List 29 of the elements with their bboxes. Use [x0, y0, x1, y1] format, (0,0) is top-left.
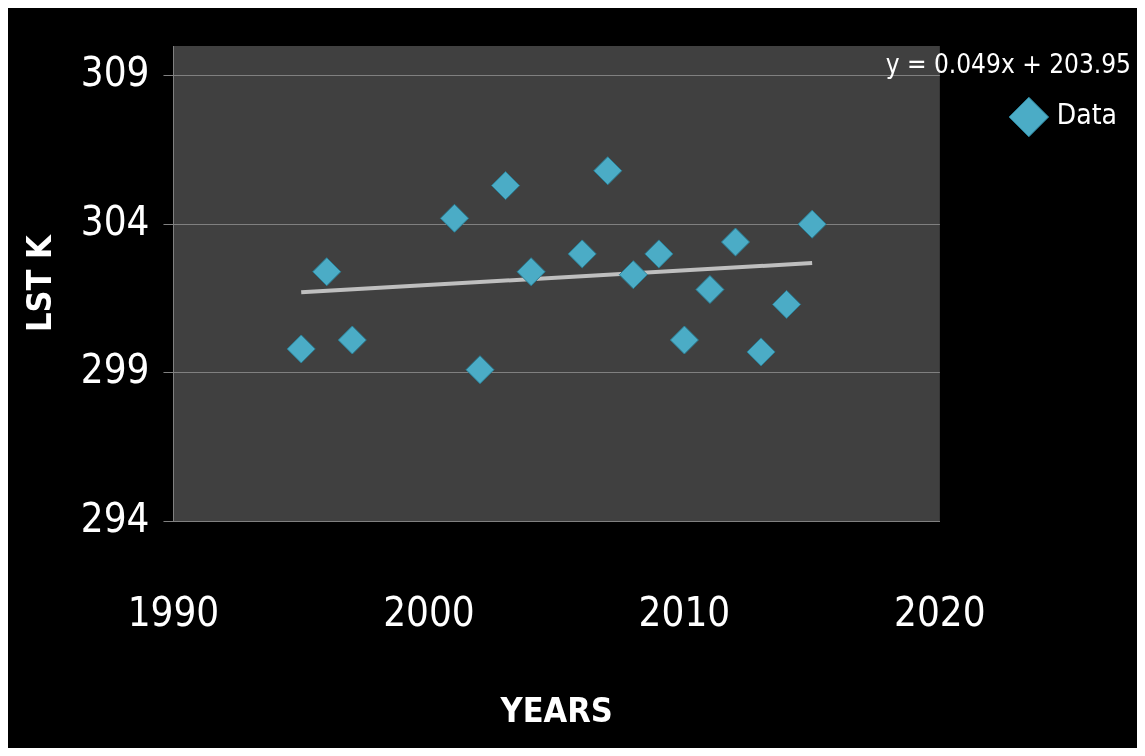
point [618, 260, 648, 290]
point [491, 171, 521, 201]
y-axis-title: LST K [19, 233, 60, 332]
y-tick-label: 304 [80, 197, 150, 244]
x-tick-label: 2020 [894, 588, 986, 635]
x-axis-title: YEARS [499, 690, 613, 731]
y-tick-label: 309 [80, 49, 150, 96]
point [516, 257, 546, 287]
point [439, 203, 469, 233]
x-tick-label: 2010 [638, 588, 731, 635]
point [286, 334, 316, 364]
point [772, 289, 802, 319]
y-tick-label: 299 [80, 346, 150, 393]
point [312, 257, 342, 287]
point [567, 239, 597, 269]
x-tick-label: 1990 [127, 588, 220, 635]
point [593, 156, 623, 186]
point [695, 275, 725, 305]
legend-label: Data [1056, 98, 1118, 132]
point [669, 325, 699, 355]
x-tick-label: 2000 [383, 588, 475, 635]
y-tick-label: 294 [80, 494, 150, 541]
annotation: y = 0.049x + 203.95 [885, 48, 1131, 79]
point [465, 355, 495, 385]
point [797, 209, 827, 239]
point [644, 239, 674, 269]
point [337, 325, 367, 355]
point [720, 227, 750, 257]
point [746, 337, 776, 367]
